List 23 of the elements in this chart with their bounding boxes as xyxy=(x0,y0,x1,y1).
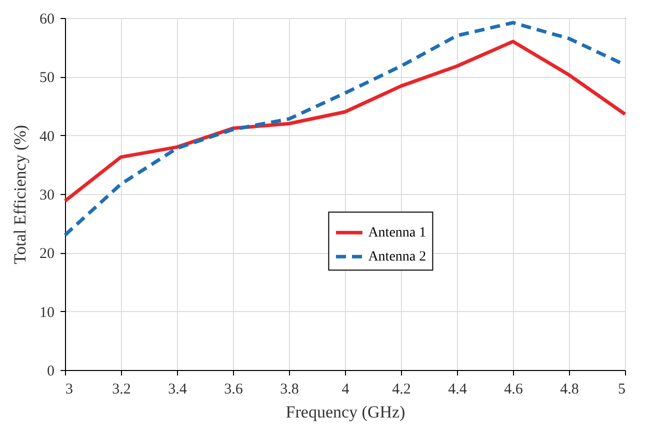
y-axis-title: Total Efficiency (%) xyxy=(10,124,30,264)
line-series xyxy=(63,40,627,203)
x-axis-title: Frequency (GHz) xyxy=(286,402,406,422)
x-tick-label: 4.6 xyxy=(504,382,524,398)
x-tick-label: 3.2 xyxy=(112,382,131,398)
x-tick-label: 4.8 xyxy=(560,382,579,398)
y-tick-label: 20 xyxy=(40,246,54,262)
y-tick-label: 30 xyxy=(40,188,54,204)
x-tick-label: 5 xyxy=(618,382,626,398)
x-tick-label: 4.2 xyxy=(392,382,411,398)
x-tick-label: 4.4 xyxy=(448,382,468,398)
x-tick-label: 3 xyxy=(66,382,73,398)
legend-label: Antenna 2 xyxy=(368,250,426,265)
y-tick-label: 10 xyxy=(40,304,54,321)
y-tick-label: 40 xyxy=(40,128,54,145)
x-tick-label: 4 xyxy=(342,382,350,398)
x-tick-label: 3.4 xyxy=(168,382,188,398)
y-tick-label: 60 xyxy=(40,12,54,28)
y-tick-label: 50 xyxy=(40,70,54,86)
y-tick-label: 0 xyxy=(47,364,54,380)
x-tick-label: 3.6 xyxy=(224,382,244,398)
legend-label: Antenna 1 xyxy=(368,226,426,241)
x-tick-label: 3.8 xyxy=(280,382,299,398)
